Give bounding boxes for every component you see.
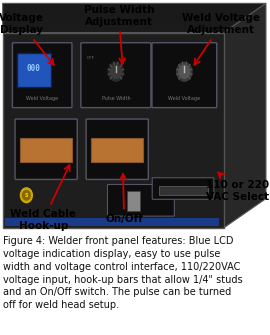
FancyBboxPatch shape <box>81 43 151 108</box>
Text: 110 or 220
VAC Select: 110 or 220 VAC Select <box>206 173 269 202</box>
FancyBboxPatch shape <box>152 43 217 108</box>
Text: Weld Voltage: Weld Voltage <box>168 96 200 101</box>
Circle shape <box>179 65 190 78</box>
Text: Pulse Width: Pulse Width <box>102 96 130 101</box>
FancyBboxPatch shape <box>158 186 208 195</box>
FancyBboxPatch shape <box>86 119 148 180</box>
Text: Figure 4: Welder front panel features: Blue LCD
voltage indication display, easy: Figure 4: Welder front panel features: B… <box>3 236 242 310</box>
Circle shape <box>177 62 192 81</box>
FancyBboxPatch shape <box>91 138 143 161</box>
FancyBboxPatch shape <box>3 32 224 228</box>
FancyBboxPatch shape <box>20 138 72 161</box>
Polygon shape <box>3 3 266 32</box>
FancyBboxPatch shape <box>17 53 51 87</box>
FancyBboxPatch shape <box>15 119 77 180</box>
Circle shape <box>108 62 123 81</box>
Text: Weld Cable
Hook-up: Weld Cable Hook-up <box>10 165 76 231</box>
FancyBboxPatch shape <box>127 191 140 211</box>
FancyBboxPatch shape <box>12 43 72 108</box>
Text: S: S <box>25 193 28 198</box>
Text: Pulse Width
Adjustment: Pulse Width Adjustment <box>83 5 154 64</box>
Text: Weld Voltage: Weld Voltage <box>26 96 58 101</box>
Circle shape <box>111 65 121 78</box>
FancyBboxPatch shape <box>152 178 214 199</box>
Text: OFF: OFF <box>87 56 95 60</box>
FancyBboxPatch shape <box>5 218 219 225</box>
Polygon shape <box>224 3 266 228</box>
Text: Voltage
Display: Voltage Display <box>0 13 54 65</box>
Circle shape <box>22 191 30 200</box>
Circle shape <box>21 188 32 203</box>
Text: Weld Voltage
Adjustment: Weld Voltage Adjustment <box>183 13 260 65</box>
Text: On/Off: On/Off <box>105 174 143 224</box>
Text: 000: 000 <box>27 64 40 73</box>
FancyBboxPatch shape <box>107 185 174 216</box>
